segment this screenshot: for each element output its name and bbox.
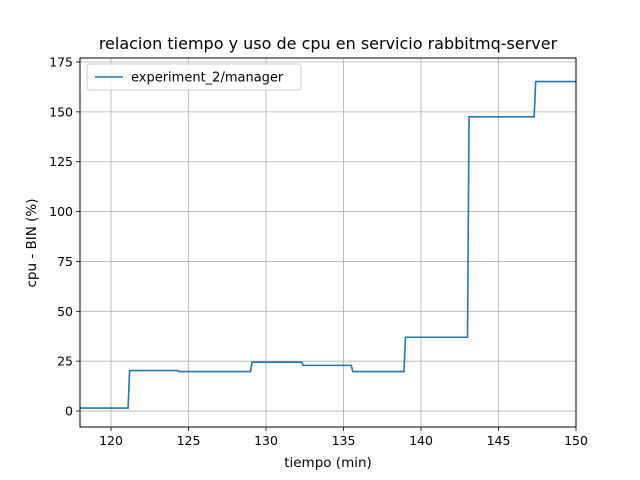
series-layer [80, 80, 576, 409]
x-axis-label: tiempo (min) [284, 455, 372, 471]
y-tick-label: 100 [49, 204, 73, 219]
legend-label: experiment_2/manager [131, 71, 284, 86]
legend: experiment_2/manager [86, 63, 302, 91]
x-axis-ticks: 120 125 130 135 140 145 150 [99, 427, 588, 448]
x-tick-label: 145 [487, 433, 511, 448]
y-tick-label: 175 [49, 54, 73, 69]
y-tick-label: 75 [57, 254, 73, 269]
x-tick-label: 130 [254, 433, 278, 448]
x-tick-label: 150 [564, 433, 588, 448]
y-tick-label: 125 [49, 154, 73, 169]
y-axis-label: cpu - BIN (%) [24, 199, 40, 288]
grid [80, 58, 577, 427]
chart-title: relacion tiempo y uso de cpu en servicio… [99, 34, 558, 53]
y-tick-label: 25 [57, 354, 73, 369]
plot-frame [79, 57, 577, 428]
x-tick-label: 120 [99, 433, 123, 448]
y-tick-label: 0 [65, 404, 73, 419]
x-tick-label: 140 [409, 433, 433, 448]
y-tick-label: 50 [57, 304, 73, 319]
x-tick-label: 125 [177, 433, 201, 448]
y-axis-ticks: 0 25 50 75 100 125 150 175 [49, 54, 80, 419]
x-tick-label: 135 [332, 433, 356, 448]
y-tick-label: 150 [49, 104, 73, 119]
legend-box [86, 63, 302, 91]
series-line [80, 80, 576, 409]
